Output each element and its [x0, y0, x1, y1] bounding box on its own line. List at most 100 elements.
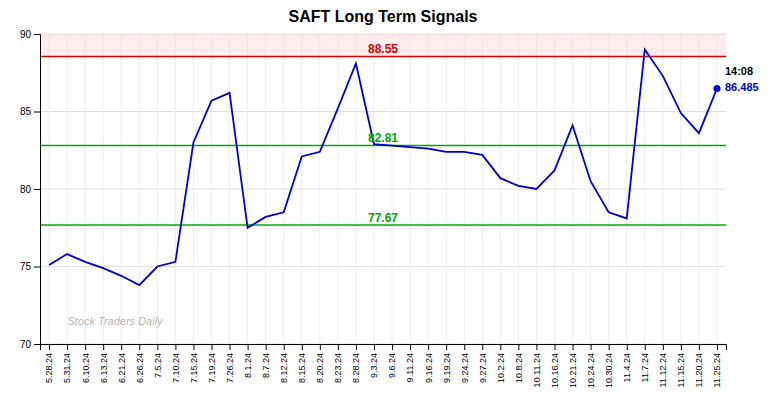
line: [49, 50, 717, 286]
grid-line-x: [446, 34, 447, 344]
grid-line-x: [410, 34, 411, 344]
x-tick: 6.26.24: [135, 344, 145, 383]
x-tick: 8.28.24: [351, 344, 361, 383]
grid-line-y: [40, 111, 726, 112]
y-tick: 85: [20, 106, 40, 117]
grid-line-x: [85, 34, 86, 344]
marks: [40, 34, 726, 285]
grid-line-y: [40, 189, 726, 190]
tick-mark: [175, 344, 176, 350]
grid-line-x: [572, 34, 573, 344]
tick-mark: [464, 344, 465, 350]
grid-line-x: [554, 34, 555, 344]
tick-mark: [34, 112, 40, 113]
grid-line-x: [518, 34, 519, 344]
tick-label: 8.12.24: [279, 353, 289, 383]
tick-mark: [591, 344, 592, 350]
grid-line-x: [211, 34, 212, 344]
tick-label: 8.7.24: [261, 353, 271, 378]
x-tick: 9.16.24: [424, 344, 434, 383]
tick-mark: [121, 344, 122, 350]
tick-label: 6.21.24: [117, 353, 127, 383]
x-tick: 7.15.24: [189, 344, 199, 383]
grid-line-x: [680, 34, 681, 344]
grid-line-y: [40, 266, 726, 267]
x-tick: 6.10.24: [81, 344, 91, 383]
grid: [40, 34, 726, 344]
band: [40, 34, 726, 56]
x-tick: 11.15.24: [676, 344, 686, 387]
chart: SAFT Long Term Signals70758085905.28.245…: [0, 0, 784, 398]
grid-line-x: [355, 34, 356, 344]
tick-mark: [34, 189, 40, 190]
tick-label: 5.28.24: [44, 353, 54, 383]
tick-mark: [34, 267, 40, 268]
grid-line-x: [49, 34, 50, 344]
x-tick: 11.12.24: [658, 344, 668, 387]
tick-mark: [663, 344, 664, 350]
tick-mark: [500, 344, 501, 350]
tick-label: 8.15.24: [297, 353, 307, 383]
x-tick: 10.11.24: [532, 344, 542, 387]
grid-line-x: [301, 34, 302, 344]
x-tick: 8.1.24: [243, 344, 253, 378]
tick-mark: [284, 344, 285, 350]
x-tick: 8.7.24: [261, 344, 271, 378]
tick-mark: [482, 344, 483, 350]
tick-mark: [410, 344, 411, 350]
tick-mark: [34, 344, 40, 345]
plot: 70758085905.28.245.31.246.10.246.13.246.…: [20, 29, 759, 388]
tick-mark: [212, 344, 213, 350]
tick-mark: [157, 344, 158, 350]
reference-label: 82.81: [368, 131, 398, 145]
tick-label: 9.16.24: [424, 353, 434, 383]
tick-label: 9.19.24: [442, 353, 452, 383]
x-tick: 10.2.24: [496, 344, 506, 383]
x-tick: 9.19.24: [442, 344, 452, 383]
watermark: Stock Traders Daily: [67, 315, 164, 327]
grid-line-x: [247, 34, 248, 344]
tick-label: 10.8.24: [514, 353, 524, 383]
tick-label: 11.15.24: [676, 353, 686, 387]
x-tick: 5.28.24: [44, 344, 54, 383]
x-tick: 6.21.24: [117, 344, 127, 383]
grid-line-x: [319, 34, 320, 344]
tick-label: 10.11.24: [532, 353, 542, 387]
grid-line-x: [644, 34, 645, 344]
grid-line-x: [67, 34, 68, 344]
tick-mark: [193, 344, 194, 350]
y-tick: 80: [20, 184, 40, 195]
grid-line-x: [590, 34, 591, 344]
tick-mark: [645, 344, 646, 350]
last-value-label: 86.485: [725, 81, 759, 93]
tick-mark: [428, 344, 429, 350]
annotations: 88.5582.8177.6714:0886.485Stock Traders …: [67, 42, 758, 327]
tick-label: 10.2.24: [496, 353, 506, 383]
axis-line: [41, 345, 727, 351]
tick-label: 85: [20, 106, 32, 117]
x-tick: 10.16.24: [550, 344, 560, 388]
tick-label: 11.7.24: [640, 353, 650, 382]
tick-label: 9.11.24: [405, 353, 415, 382]
x-tick: 10.24.24: [586, 344, 596, 388]
grid-line-x: [193, 34, 194, 344]
tick-mark: [573, 344, 574, 350]
tick-label: 10.16.24: [550, 353, 560, 388]
x-tick: 5.31.24: [62, 344, 72, 383]
grid-line-x: [139, 34, 140, 344]
tick-mark: [266, 344, 267, 350]
tick-mark: [627, 344, 628, 350]
grid-line-x: [265, 34, 266, 344]
grid-line-x: [392, 34, 393, 344]
title: SAFT Long Term Signals: [288, 8, 477, 25]
tick-mark: [338, 344, 339, 350]
tick-mark: [609, 344, 610, 350]
x-tick: 7.10.24: [171, 344, 181, 383]
x-tick: 7.19.24: [207, 344, 217, 383]
axis-line: [34, 35, 41, 345]
grid-line-x: [157, 34, 158, 344]
x-tick: 10.21.24: [568, 344, 578, 388]
x-axis: 5.28.245.31.246.10.246.13.246.21.246.26.…: [41, 344, 727, 388]
tick-mark: [536, 344, 537, 350]
tick-label: 10.21.24: [568, 353, 578, 388]
